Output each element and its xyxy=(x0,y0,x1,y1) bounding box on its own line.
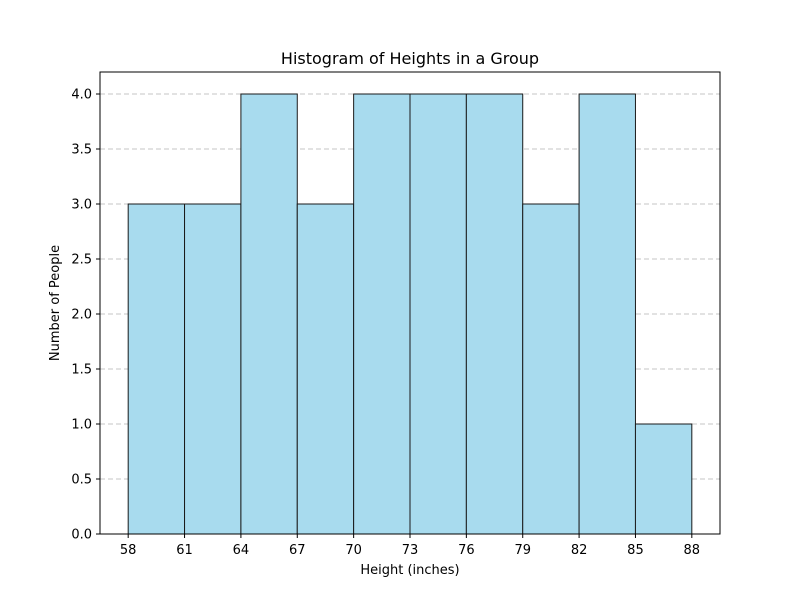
y-tick-label: 1.5 xyxy=(71,363,92,378)
x-axis-ticks: 58 61 64 67 70 73 76 79 82 85 88 xyxy=(120,534,700,558)
x-tick-label: 76 xyxy=(458,543,475,558)
x-tick-label: 61 xyxy=(176,543,193,558)
chart-title: Histogram of Heights in a Group xyxy=(281,49,539,68)
y-tick-label: 3.0 xyxy=(71,198,92,213)
histogram-bars xyxy=(127,93,693,535)
histogram-bar xyxy=(465,93,524,535)
x-tick-label: 79 xyxy=(514,543,531,558)
histogram-bar xyxy=(522,203,580,535)
x-axis-label: Height (inches) xyxy=(360,563,459,578)
y-tick-label: 2.0 xyxy=(71,308,92,323)
x-tick-label: 64 xyxy=(233,543,250,558)
y-tick-label: 1.0 xyxy=(71,418,92,433)
x-tick-label: 85 xyxy=(627,543,644,558)
x-tick-label: 70 xyxy=(345,543,362,558)
x-tick-label: 73 xyxy=(402,543,419,558)
y-tick-label: 4.0 xyxy=(71,88,92,103)
y-tick-label: 0.0 xyxy=(71,528,92,543)
y-tick-label: 3.5 xyxy=(71,143,92,158)
histogram-bar xyxy=(184,203,242,535)
x-tick-label: 67 xyxy=(289,543,306,558)
x-tick-label: 82 xyxy=(571,543,588,558)
histogram-bar xyxy=(296,203,355,535)
x-tick-label: 58 xyxy=(120,543,137,558)
y-axis-label: Number of People xyxy=(48,245,63,361)
y-tick-label: 2.5 xyxy=(71,253,92,268)
histogram-bar xyxy=(578,93,636,535)
histogram-bar xyxy=(634,423,693,535)
histogram-bar xyxy=(353,93,411,535)
x-tick-label: 88 xyxy=(684,543,701,558)
y-axis-ticks: 0.0 0.5 1.0 1.5 2.0 2.5 3.0 3.5 4.0 xyxy=(71,88,100,543)
histogram-bar xyxy=(240,93,298,535)
histogram-bar xyxy=(127,203,186,535)
histogram-bar xyxy=(409,93,467,535)
y-tick-label: 0.5 xyxy=(71,473,92,488)
